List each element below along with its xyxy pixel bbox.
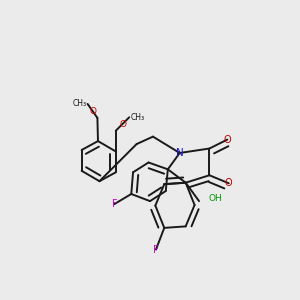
- Text: F: F: [153, 244, 159, 255]
- Text: O: O: [89, 107, 96, 116]
- Text: O: O: [119, 120, 126, 129]
- Text: OH: OH: [209, 194, 223, 203]
- Text: O: O: [224, 135, 231, 145]
- Text: O: O: [225, 178, 232, 188]
- Text: F: F: [112, 199, 117, 209]
- Text: N: N: [176, 148, 184, 158]
- Text: CH₃: CH₃: [130, 113, 145, 122]
- Text: CH₃: CH₃: [72, 99, 86, 108]
